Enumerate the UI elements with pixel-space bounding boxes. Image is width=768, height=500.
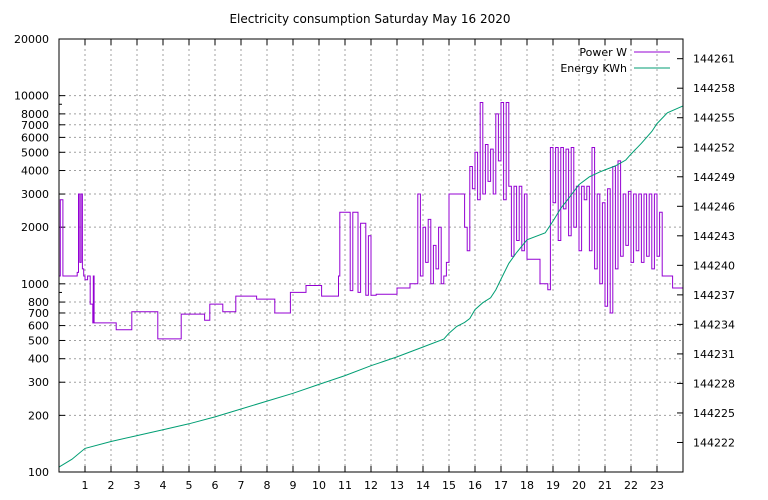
x-tick-label: 12 (364, 479, 378, 492)
left-tick-label: 7000 (21, 119, 49, 132)
x-tick-label: 3 (134, 479, 141, 492)
right-tick-label: 144228 (693, 377, 735, 390)
right-tick-label: 144237 (693, 289, 735, 302)
x-tick-label: 16 (468, 479, 482, 492)
x-tick-label: 11 (338, 479, 352, 492)
right-tick-label: 144249 (693, 171, 735, 184)
legend-label: Power W (579, 46, 627, 59)
x-tick-label: 6 (212, 479, 219, 492)
right-tick-label: 144225 (693, 407, 735, 420)
x-tick-label: 22 (624, 479, 638, 492)
left-tick-label: 1000 (21, 278, 49, 291)
x-tick-label: 5 (186, 479, 193, 492)
x-tick-label: 21 (598, 479, 612, 492)
x-axis-ticks: 1 2 3 4 5 6 7 8 9 10 11 12 13 14 15 16 17 18 19 20 21 22 23 (82, 39, 664, 492)
grid-lines (59, 39, 683, 472)
right-tick-label: 144258 (693, 82, 735, 95)
right-tick-label: 144222 (693, 436, 735, 449)
left-tick-label: 700 (28, 307, 49, 320)
right-axis-ticks: 144222 144225 144228 144231 144234 144237 1442… (677, 53, 735, 449)
right-tick-label: 144246 (693, 200, 735, 213)
left-tick-label: 500 (28, 334, 49, 347)
x-tick-label: 23 (650, 479, 664, 492)
right-tick-label: 144255 (693, 112, 735, 125)
x-tick-label: 13 (390, 479, 404, 492)
left-tick-label: 100 (28, 466, 49, 479)
x-tick-label: 2 (108, 479, 115, 492)
left-tick-label: 6000 (21, 131, 49, 144)
right-tick-label: 144261 (693, 53, 735, 66)
left-tick-label: 2000 (21, 221, 49, 234)
x-tick-label: 17 (494, 479, 508, 492)
legend: Power W Energy KWh (560, 46, 670, 75)
x-tick-label: 7 (238, 479, 245, 492)
left-tick-label: 600 (28, 320, 49, 333)
left-tick-label: 400 (28, 353, 49, 366)
left-tick-label: 200 (28, 409, 49, 422)
right-tick-label: 144234 (693, 318, 735, 331)
x-tick-label: 15 (442, 479, 456, 492)
x-tick-label: 14 (416, 479, 430, 492)
right-tick-label: 144243 (693, 230, 735, 243)
chart-title: Electricity consumption Saturday May 16 … (229, 12, 510, 26)
x-tick-label: 9 (290, 479, 297, 492)
left-tick-label: 4000 (21, 165, 49, 178)
x-tick-label: 19 (546, 479, 560, 492)
x-tick-label: 20 (572, 479, 586, 492)
series-line-energy-kwh (58, 105, 684, 468)
left-tick-label: 10000 (14, 90, 49, 103)
series-line-power-w (59, 102, 683, 340)
legend-label: Energy KWh (560, 62, 627, 75)
x-tick-label: 8 (264, 479, 271, 492)
left-tick-label: 5000 (21, 146, 49, 159)
left-tick-label: 3000 (21, 188, 49, 201)
series-layer (58, 102, 684, 468)
left-tick-label: 300 (28, 376, 49, 389)
x-tick-label: 1 (82, 479, 89, 492)
plot-frame (58, 38, 684, 473)
x-tick-label: 10 (312, 479, 326, 492)
right-tick-label: 144252 (693, 141, 735, 154)
left-tick-label: 800 (28, 296, 49, 309)
right-tick-label: 144231 (693, 348, 735, 361)
x-tick-label: 4 (160, 479, 167, 492)
left-tick-label: 20000 (14, 33, 49, 46)
x-tick-label: 18 (520, 479, 534, 492)
left-tick-label: 8000 (21, 108, 49, 121)
right-tick-label: 144240 (693, 259, 735, 272)
